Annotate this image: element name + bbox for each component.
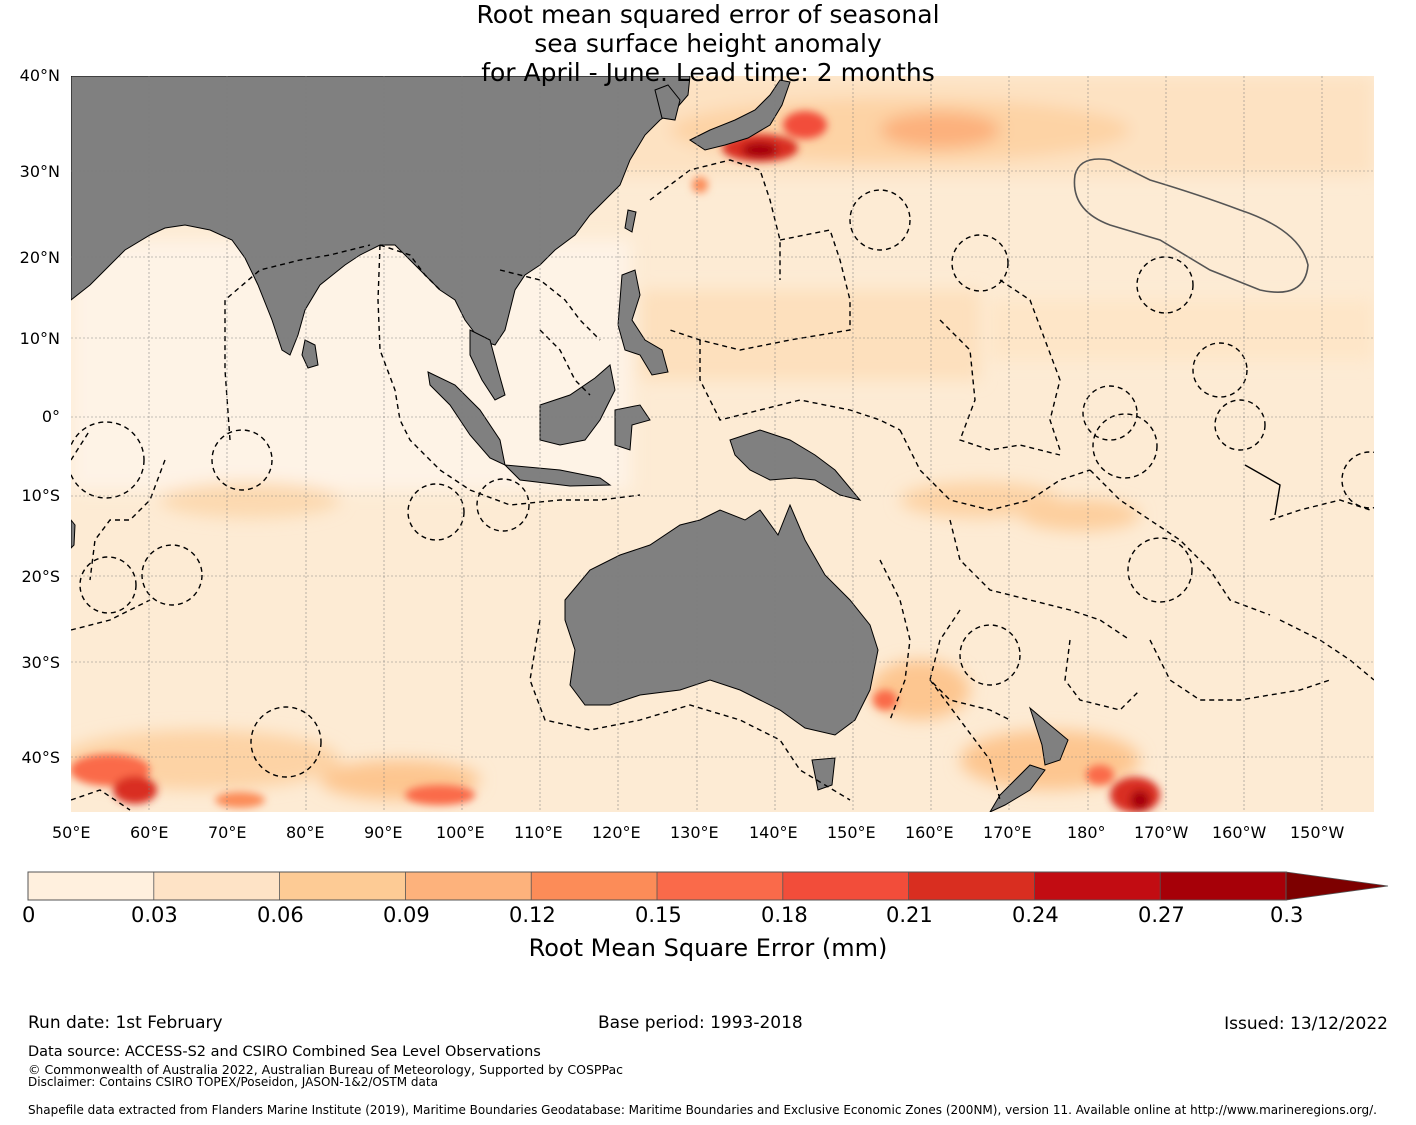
- lat-label-30n: 30°N: [19, 162, 60, 181]
- data-source: Data source: ACCESS-S2 and CSIRO Combine…: [28, 1044, 541, 1060]
- lon-label-120e: 120°E: [592, 823, 641, 842]
- lat-label-40n: 40°N: [19, 66, 60, 85]
- colorbar-tick-8: 0.24: [1012, 903, 1059, 927]
- land-madagascar: [71, 519, 76, 549]
- colorbar-tick-2: 0.06: [257, 903, 304, 927]
- colorbar-tick-5: 0.15: [635, 903, 682, 927]
- land-new-zealand-north: [1028, 706, 1069, 766]
- colorbar-tick-9: 0.27: [1138, 903, 1185, 927]
- title-line-1: Root mean squared error of seasonal: [476, 0, 940, 29]
- issued-date: Issued: 13/12/2022: [1224, 1014, 1388, 1034]
- colorbar-segment: [656, 871, 784, 901]
- international-boundary-line: [1244, 464, 1281, 516]
- land-philippines: [617, 269, 669, 376]
- lat-label-equator: 0°: [41, 407, 60, 426]
- lon-label-80e: 80°E: [286, 823, 325, 842]
- land-java: [503, 464, 612, 487]
- lat-label-20n: 20°N: [19, 248, 60, 267]
- colorbar-tick-0: 0: [22, 903, 36, 927]
- land-korea: [654, 84, 681, 121]
- colorbar-segment: [908, 871, 1036, 901]
- land-borneo: [539, 364, 616, 446]
- land-tasmania: [811, 757, 836, 791]
- shapefile-credit: Shapefile data extracted from Flanders M…: [28, 1103, 1377, 1117]
- lat-label-30s: 30°S: [21, 653, 60, 672]
- colorbar-segment: [27, 871, 155, 901]
- lon-label-170e: 170°E: [983, 823, 1032, 842]
- error-hotspots: [71, 111, 1160, 812]
- colorbar-segment: [404, 871, 533, 901]
- colorbar-tick-6: 0.18: [761, 903, 808, 927]
- lon-label-160w: 160°W: [1212, 823, 1267, 842]
- lon-label-130e: 130°E: [670, 823, 719, 842]
- lat-label-10n: 10°N: [19, 329, 60, 348]
- land-new-zealand-south: [989, 764, 1046, 812]
- colorbar-extend-arrow: [1285, 871, 1389, 901]
- lat-label-10s: 10°S: [21, 486, 60, 505]
- colorbar-tick-10: 0.3: [1270, 903, 1304, 927]
- land-malay-peninsula: [469, 329, 506, 401]
- lon-label-110e: 110°E: [514, 823, 563, 842]
- lon-label-170w: 170°W: [1134, 823, 1189, 842]
- colorbar-segment: [530, 871, 658, 901]
- land-australia: [564, 503, 879, 736]
- chart-title: Root mean squared error of seasonal sea …: [0, 0, 1416, 87]
- land-sulawesi: [614, 404, 651, 451]
- colorbar: [27, 871, 1389, 901]
- colorbar-label: Root Mean Square Error (mm): [528, 934, 888, 962]
- lon-label-150w: 150°W: [1290, 823, 1345, 842]
- hawaii-eez-boundary: [1073, 158, 1309, 294]
- base-period: Base period: 1993-2018: [598, 1013, 803, 1033]
- lon-label-50e: 50°E: [52, 823, 91, 842]
- lon-label-100e: 100°E: [436, 823, 485, 842]
- lon-label-70e: 70°E: [208, 823, 247, 842]
- land-asia: [71, 76, 691, 356]
- map-panel: [71, 76, 1374, 812]
- land: [71, 76, 1069, 812]
- colorbar-segment: [1034, 871, 1162, 901]
- colorbar-segment: [1159, 871, 1287, 901]
- lon-label-60e: 60°E: [130, 823, 169, 842]
- lon-label-90e: 90°E: [364, 823, 403, 842]
- land-sumatra: [427, 371, 506, 466]
- colorbar-segment: [153, 871, 281, 901]
- title-line-2: sea surface height anomaly: [534, 29, 882, 58]
- lat-label-20s: 20°S: [21, 567, 60, 586]
- graticule: [71, 76, 1374, 812]
- land-new-guinea: [729, 429, 862, 501]
- colorbar-tick-4: 0.12: [509, 903, 556, 927]
- colorbar-tick-1: 0.03: [131, 903, 178, 927]
- colorbar-tick-3: 0.09: [383, 903, 430, 927]
- lat-label-40s: 40°S: [21, 748, 60, 767]
- colorbar-tick-7: 0.21: [886, 903, 933, 927]
- lon-label-180: 180°: [1067, 823, 1106, 842]
- lon-label-160e: 160°E: [905, 823, 954, 842]
- lon-label-150e: 150°E: [827, 823, 876, 842]
- colorbar-segment: [782, 871, 910, 901]
- lon-label-140e: 140°E: [749, 823, 798, 842]
- colorbar-segment: [279, 871, 407, 901]
- title-line-3: for April - June. Lead time: 2 months: [481, 58, 935, 87]
- eez-boundaries: [71, 159, 1374, 811]
- copyright: © Commonwealth of Australia 2022, Austra…: [28, 1062, 623, 1077]
- disclaimer: Disclaimer: Contains CSIRO TOPEX/Poseido…: [28, 1075, 438, 1089]
- run-date: Run date: 1st February: [28, 1013, 223, 1033]
- land-japan: [689, 79, 791, 151]
- land-taiwan: [624, 209, 637, 233]
